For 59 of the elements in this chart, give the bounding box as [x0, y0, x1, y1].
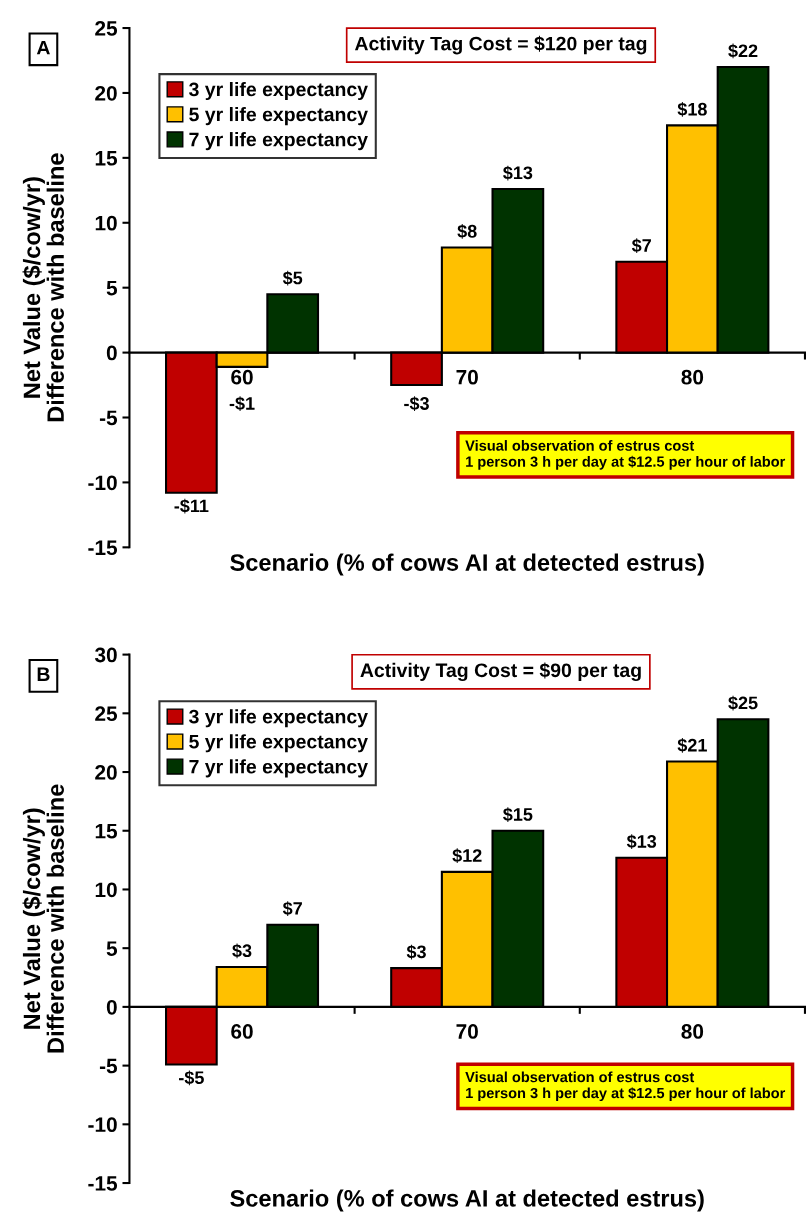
legend-label: 3 yr life expectancy: [189, 709, 368, 728]
x-tick-label: 80: [681, 369, 704, 385]
chart-title: Activity Tag Cost = $90 per tag: [360, 662, 641, 682]
y-tick-label: 25: [95, 21, 118, 36]
y-tick-label: -15: [88, 540, 118, 556]
legend-label: 5 yr life expectancy: [189, 734, 368, 753]
text: B: [37, 667, 50, 681]
annotation: Visual observation of estrus cost 1 person 3 h per day at $12.5 per hour of labor: [465, 440, 786, 470]
y-tick-label: 5: [106, 941, 118, 956]
data-label: $3: [232, 943, 252, 959]
y-tick-label: 25: [95, 706, 118, 722]
y-tick-label: -10: [88, 1117, 117, 1133]
legend-label: 3 yr life expectancy: [189, 81, 368, 101]
data-label: -$1: [229, 396, 255, 412]
data-label: $22: [728, 43, 758, 59]
x-axis-title: Scenario (% of cows AI at detected estrus): [230, 1189, 704, 1212]
data-label: $7: [631, 238, 651, 254]
y-tick-label: 20: [95, 85, 117, 101]
y-tick-label: -10: [88, 475, 117, 491]
x-tick-label: 60: [231, 1024, 253, 1039]
data-label: $5: [282, 270, 303, 286]
data-label: $13: [626, 834, 657, 850]
y-tick-label: -15: [88, 1176, 118, 1191]
text: A: [36, 40, 50, 55]
data-label: $13: [503, 165, 533, 181]
data-label: -$11: [174, 498, 209, 514]
legend-label: 7 yr life expectancy: [189, 759, 368, 778]
x-tick-label: 80: [681, 1024, 704, 1039]
data-label: $7: [282, 901, 302, 916]
y-tick-label: 5: [106, 280, 118, 296]
data-label: $21: [677, 737, 707, 753]
legend-label: 5 yr life expectancy: [189, 107, 368, 126]
data-label: $3: [406, 944, 426, 960]
data-label: $25: [728, 695, 758, 711]
data-label: $8: [457, 224, 477, 239]
y-tick-label: 10: [95, 882, 117, 898]
y-tick-label: 0: [106, 999, 117, 1015]
x-tick-label: 70: [456, 369, 478, 385]
data-label: $12: [452, 848, 482, 864]
annotation: Visual observation of estrus cost 1 person 3 h per day at $12.5 per hour of labor: [465, 1071, 786, 1102]
x-axis-title: Scenario (% of cows AI at detected estrus): [230, 553, 704, 576]
x-tick-label: 70: [456, 1024, 478, 1039]
y-axis-title: Net Value ($/cow/yr) Difference with baseline: [22, 153, 64, 422]
x-tick-label: 60: [231, 369, 253, 385]
legend-label: 7 yr life expectancy: [189, 132, 368, 151]
data-label: $18: [677, 102, 707, 117]
y-tick-label: 0: [106, 345, 117, 361]
y-tick-label: 30: [94, 647, 117, 663]
data-label: -$3: [404, 396, 429, 412]
y-tick-label: -5: [99, 410, 118, 426]
y-tick-label: 20: [95, 765, 117, 780]
y-tick-label: 10: [95, 215, 117, 231]
y-tick-label: -5: [99, 1058, 118, 1074]
y-axis-title: Net Value ($/cow/yr) Difference with baseline: [22, 784, 64, 1053]
data-label: -$5: [179, 1070, 204, 1086]
chart-title: Activity Tag Cost = $120 per tag: [354, 35, 647, 55]
data-label: $15: [503, 807, 533, 822]
y-tick-label: 15: [95, 151, 118, 166]
y-tick-label: 15: [95, 823, 118, 839]
